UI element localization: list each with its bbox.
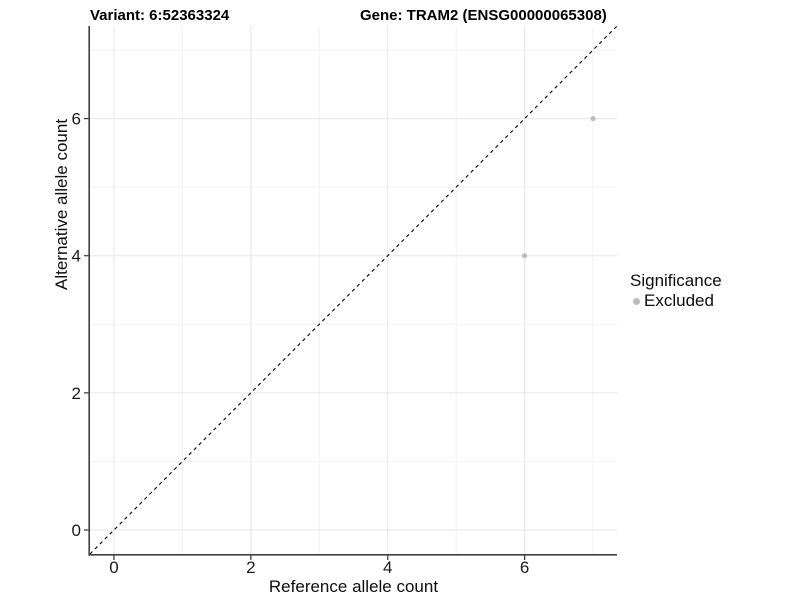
data-point [590,115,596,122]
x-axis-title: Reference allele count [268,577,439,596]
x-tick-label: 0 [109,558,118,577]
data-point [522,253,528,259]
gene-title: Gene: TRAM2 (ENSG00000065308) [360,7,607,24]
y-tick-label: 0 [72,521,81,540]
x-tick-label: 4 [383,558,392,577]
legend-item-excluded: Excluded [633,291,722,310]
legend-key-dot-icon [633,297,640,305]
y-tick-label: 4 [72,247,81,266]
legend-title: Significance [630,271,722,290]
identity-reference-line [89,25,618,555]
x-tick-label: 6 [520,558,529,577]
y-tick-label: 6 [72,110,81,129]
legend: Significance Excluded [630,271,722,310]
x-tick-label: 2 [246,558,255,577]
variant-title: Variant: 6:52363324 [90,7,230,24]
y-tick-label: 2 [72,384,81,403]
legend-item-label: Excluded [644,291,714,310]
